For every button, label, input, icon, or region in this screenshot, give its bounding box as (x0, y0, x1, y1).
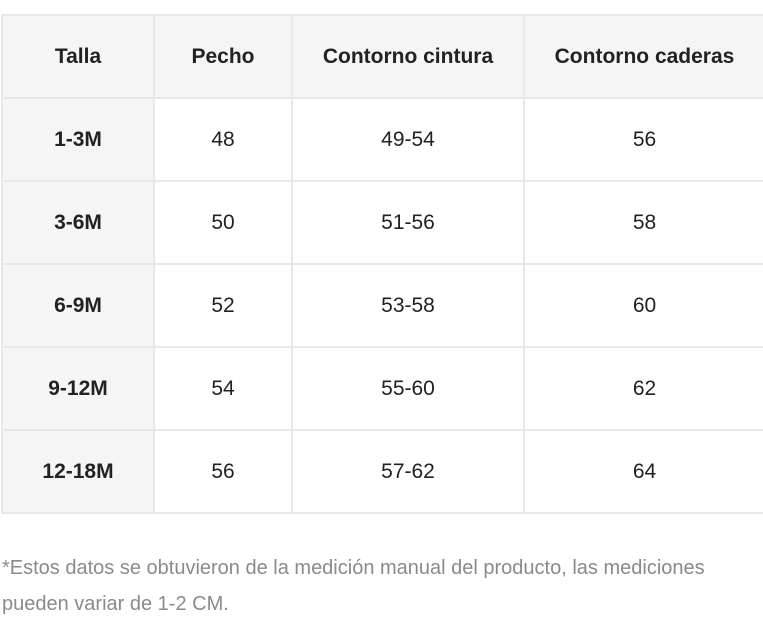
header-cell: Contorno caderas (523, 14, 763, 99)
value-cell: 62 (523, 346, 763, 431)
table-body: 1-3M 48 49-54 56 3-6M 50 51-56 58 6-9M 52 53-58 60 9… (1, 97, 763, 514)
size-cell: 6-9M (1, 263, 155, 348)
value-cell: 48 (153, 97, 293, 182)
size-table: Talla Pecho Contorno cintura Contorno cader… (1, 14, 763, 514)
value-cell: 49-54 (291, 97, 525, 182)
value-cell: 57-62 (291, 429, 525, 514)
table-row: 9-12M 54 55-60 62 (1, 346, 763, 431)
footnote: *Estos datos se obtuvieron de la medició… (2, 557, 705, 615)
table-row: 1-3M 48 49-54 56 (1, 97, 763, 182)
table-row: 6-9M 52 53-58 60 (1, 263, 763, 348)
header-row: Talla Pecho Contorno cintura Contorno cader… (1, 14, 763, 99)
value-cell: 64 (523, 429, 763, 514)
value-cell: 56 (523, 97, 763, 182)
header-cell: Pecho (153, 14, 293, 99)
value-cell: 55-60 (291, 346, 525, 431)
value-cell: 50 (153, 180, 293, 265)
value-cell: 53-58 (291, 263, 525, 348)
value-cell: 58 (523, 180, 763, 265)
value-cell: 51-56 (291, 180, 525, 265)
value-cell: 52 (153, 263, 293, 348)
table-row: 3-6M 50 51-56 58 (1, 180, 763, 265)
table-row: 12-18M 56 57-62 64 (1, 429, 763, 514)
size-cell: 12-18M (1, 429, 155, 514)
size-cell: 1-3M (1, 97, 155, 182)
header-cell: Contorno cintura (291, 14, 525, 99)
header-cell: Talla (1, 14, 155, 99)
size-cell: 9-12M (1, 346, 155, 431)
value-cell: 60 (523, 263, 763, 348)
value-cell: 56 (153, 429, 293, 514)
size-cell: 3-6M (1, 180, 155, 265)
value-cell: 54 (153, 346, 293, 431)
